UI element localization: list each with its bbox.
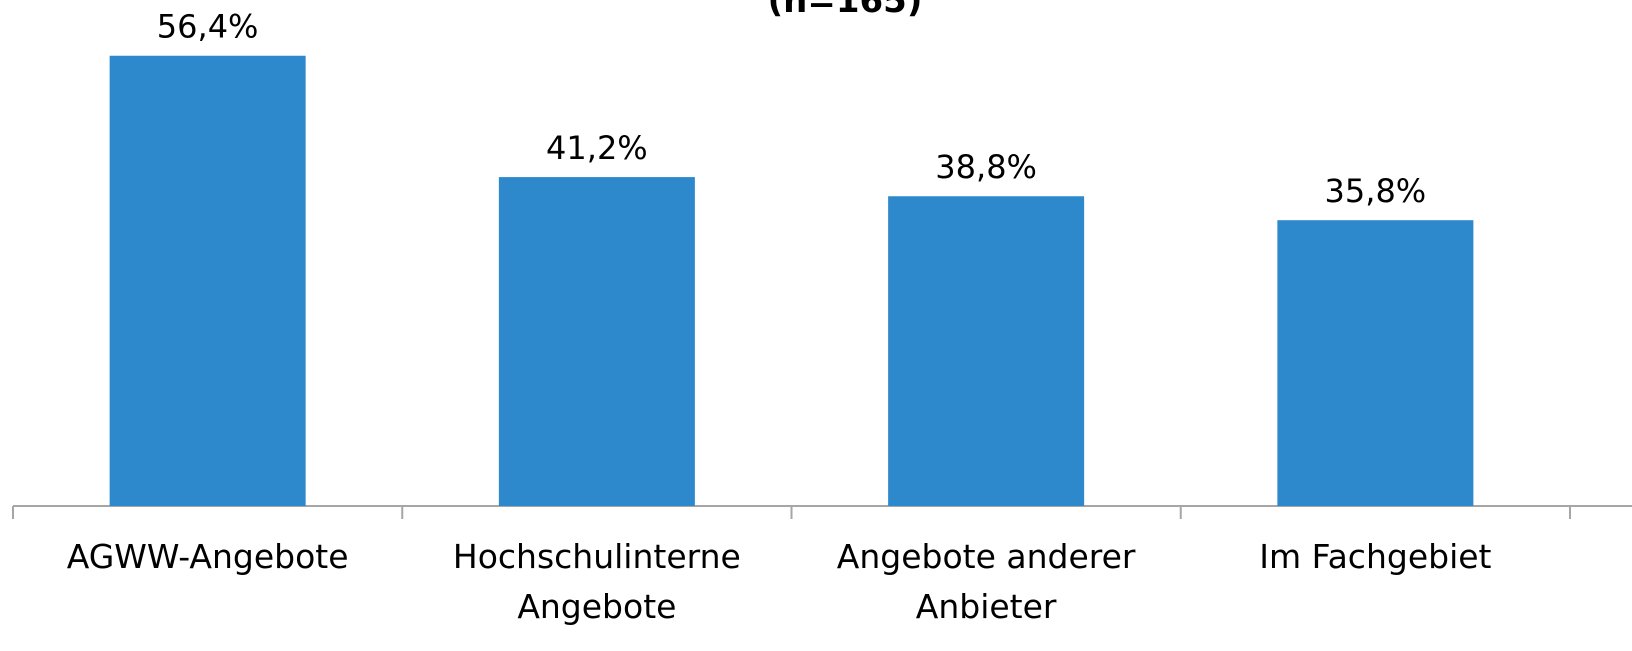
x-tick-label: Hochschulinterne Angebote — [452, 537, 741, 626]
x-tick-label: Im Fachgebiet — [1259, 537, 1492, 576]
x-tick-label: Angebote anderer Anbieter — [836, 537, 1136, 626]
x-tick-label: AGWW-Angebote — [66, 537, 349, 576]
bar — [498, 177, 695, 506]
chart-title: (n=165) — [768, 0, 923, 21]
value-label: 56,4% — [157, 8, 259, 46]
value-label: 38,8% — [935, 148, 1037, 186]
bar — [1277, 220, 1474, 507]
value-label: 41,2% — [546, 129, 648, 167]
value-label: 35,8% — [1325, 172, 1427, 210]
bar — [888, 196, 1085, 506]
bar — [109, 55, 306, 507]
